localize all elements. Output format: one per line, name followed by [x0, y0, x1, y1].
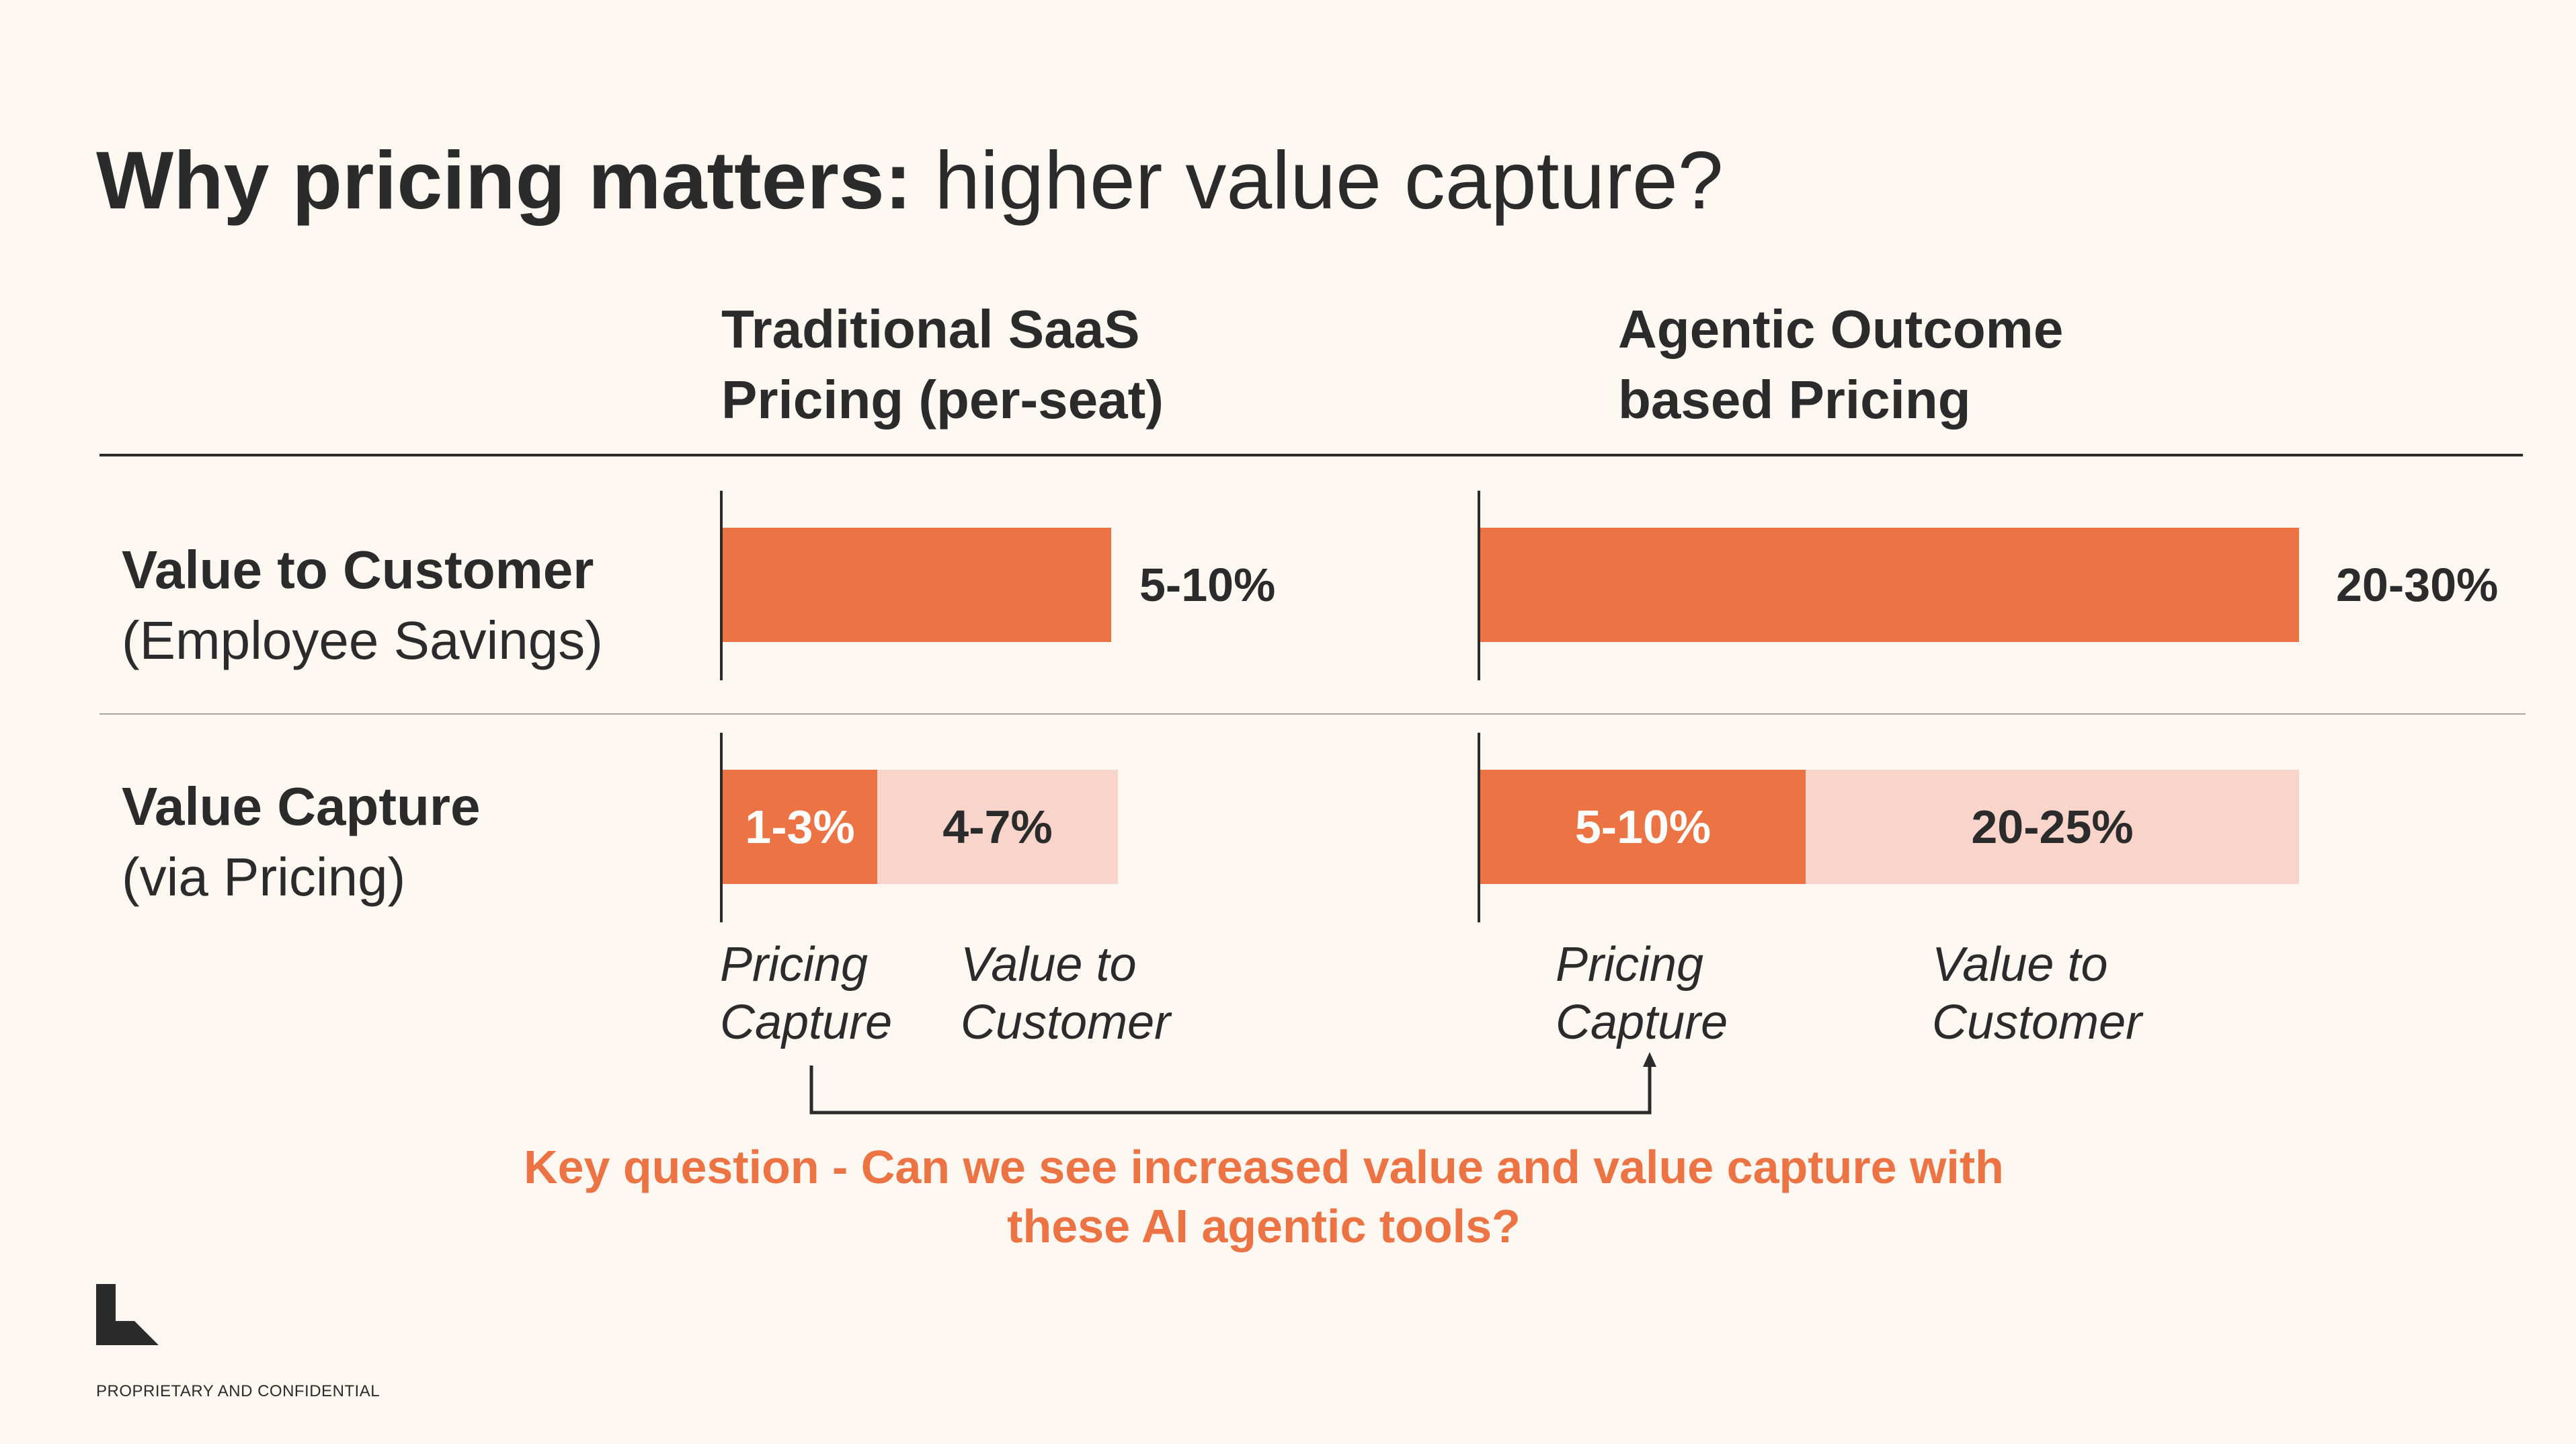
title-bold: Why pricing matters:	[96, 134, 912, 226]
data-label: 20-30%	[2336, 559, 2499, 611]
legend-line: Pricing	[720, 938, 869, 992]
axis-line	[720, 491, 723, 680]
legend-line: Pricing	[1556, 938, 1704, 992]
bar-traditional-pricing-capture: 1-3%	[723, 770, 877, 884]
axis-line	[1478, 491, 1480, 680]
bar-agentic-value-to-customer-remaining: 20-25%	[1806, 770, 2299, 884]
key-question-line: these AI agentic tools?	[1007, 1200, 1521, 1252]
data-label: 20-25%	[1971, 801, 2134, 853]
column-header-line: Pricing (per-seat)	[721, 370, 1164, 430]
key-question: Key question - Can we see increased valu…	[0, 1137, 2528, 1256]
column-header-line: based Pricing	[1618, 370, 1971, 430]
row-header-bold: Value to Customer	[122, 540, 594, 600]
row-header-value-capture: Value Capture (via Pricing)	[122, 771, 481, 912]
column-header-agentic: Agentic Outcome based Pricing	[1618, 294, 2063, 435]
axis-line	[1478, 733, 1480, 922]
legend-line: Capture	[720, 996, 893, 1049]
row-header-sub: (Employee Savings)	[122, 610, 603, 670]
bar-traditional-value-to-customer-remaining: 4-7%	[877, 770, 1118, 884]
data-label: 4-7%	[942, 801, 1053, 853]
title-rest: higher value capture?	[934, 134, 1724, 226]
legend-line: Customer	[1932, 996, 2142, 1049]
bar-agentic-value-to-customer	[1480, 528, 2299, 642]
legend-pricing-capture: Pricing Capture	[1556, 936, 1728, 1051]
column-header-traditional: Traditional SaaS Pricing (per-seat)	[721, 294, 1164, 435]
data-label: 1-3%	[745, 801, 855, 853]
legend-line: Capture	[1556, 996, 1728, 1049]
comparison-arrow	[809, 1052, 1656, 1115]
axis-line	[720, 733, 723, 922]
key-question-line: Key question - Can we see increased valu…	[524, 1141, 2004, 1193]
legend-line: Value to	[961, 938, 1137, 992]
data-label: 5-10%	[1574, 801, 1712, 853]
row-header-bold: Value Capture	[122, 776, 481, 836]
legend-line: Customer	[961, 996, 1171, 1049]
bar-agentic-pricing-capture: 5-10%	[1480, 770, 1806, 884]
legend-line: Value to	[1932, 938, 2108, 992]
logo-icon	[96, 1284, 159, 1345]
bar-traditional-value-to-customer	[723, 528, 1111, 642]
row-divider	[99, 713, 2526, 715]
legend-value-to-customer: Value to Customer	[961, 936, 1170, 1051]
row-header-sub: (via Pricing)	[122, 847, 406, 907]
data-label: 5-10%	[1139, 559, 1276, 611]
column-header-line: Agentic Outcome	[1618, 299, 2064, 359]
column-header-line: Traditional SaaS	[721, 299, 1140, 359]
legend-value-to-customer: Value to Customer	[1932, 936, 2142, 1051]
header-divider	[99, 454, 2523, 456]
row-header-value-to-customer: Value to Customer (Employee Savings)	[122, 534, 603, 676]
legend-pricing-capture: Pricing Capture	[720, 936, 892, 1051]
page-title: Why pricing matters: higher value captur…	[96, 131, 1724, 229]
footer-confidential: PROPRIETARY AND CONFIDENTIAL	[96, 1382, 380, 1400]
